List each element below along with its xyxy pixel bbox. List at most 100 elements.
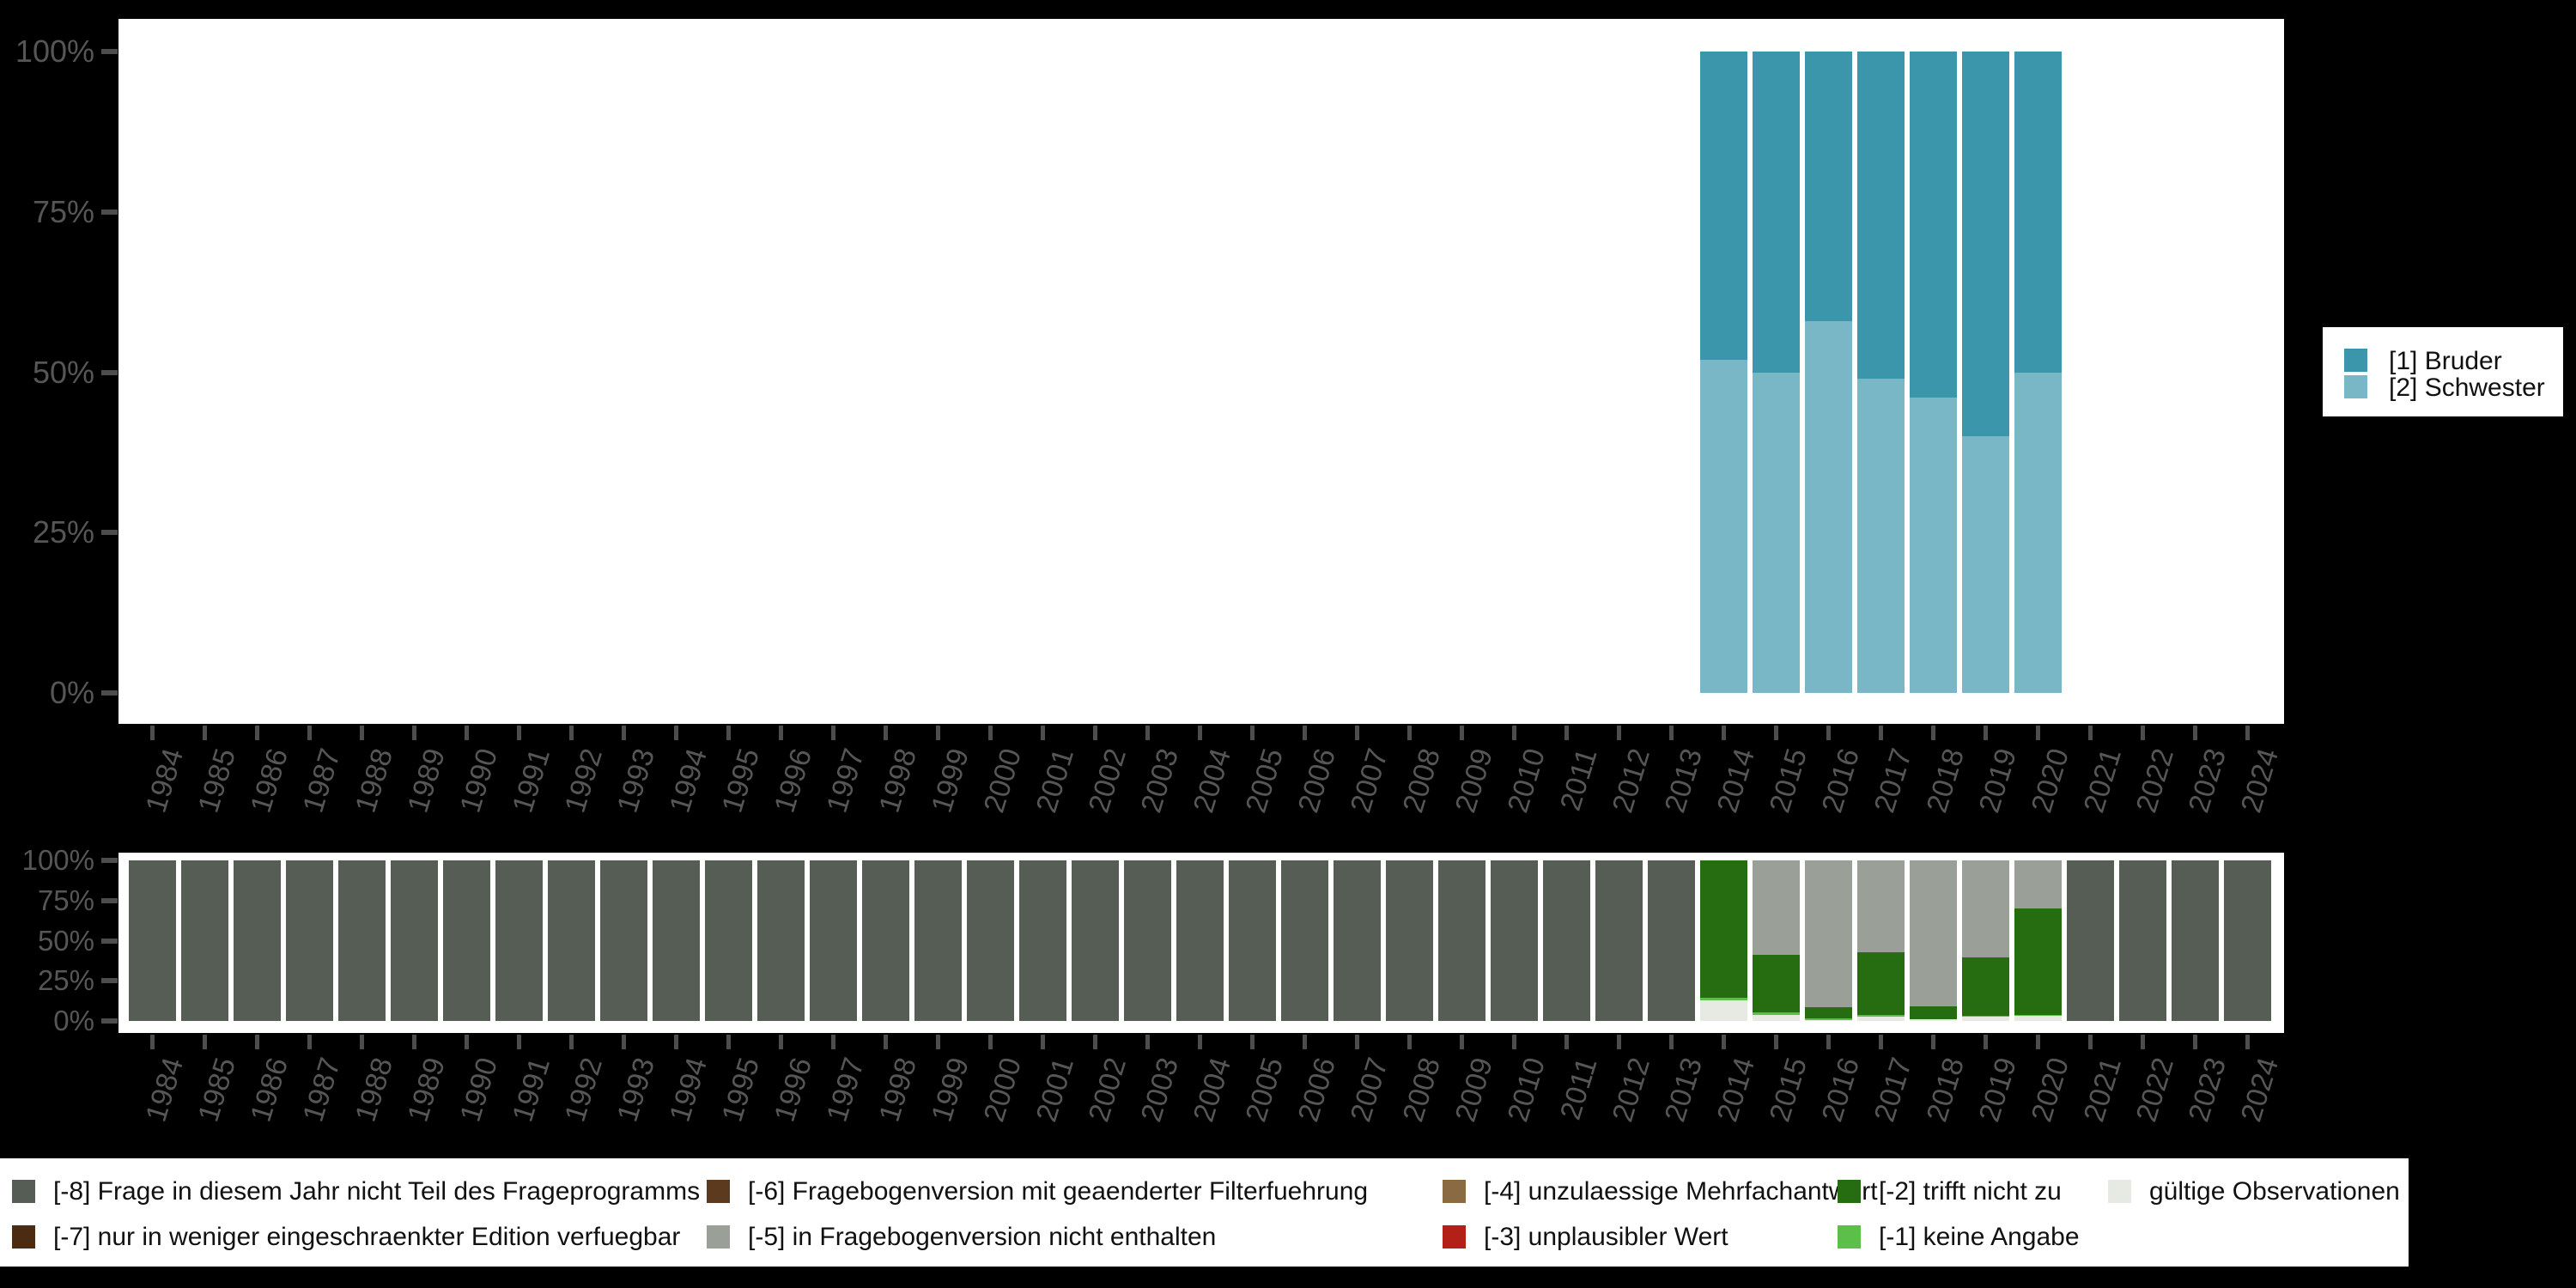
x-tick-label: 1995 (715, 744, 766, 817)
legend-label: [-1] keine Angabe (1879, 1223, 2080, 1251)
x-tick-label: 1985 (191, 744, 242, 817)
legend-label: [-2] trifft nicht zu (1879, 1177, 2062, 1206)
bar-segment (391, 860, 438, 1021)
x-tick-mark (1511, 726, 1516, 740)
x-tick-mark (673, 1035, 678, 1049)
bar-segment (757, 860, 805, 1021)
x-tick-mark (1302, 726, 1307, 740)
x-tick-label: 2001 (1030, 744, 1080, 817)
x-tick-mark (1564, 726, 1569, 740)
x-tick-label: 2006 (1291, 744, 1342, 817)
bar-segment (129, 860, 176, 1021)
x-tick-mark (1826, 726, 1831, 740)
legend-swatch (2344, 349, 2367, 372)
x-tick-label: 2015 (1763, 744, 1814, 817)
x-tick-label: 1988 (349, 1054, 399, 1126)
x-tick-label: 2007 (1344, 1054, 1394, 1126)
x-tick-label: 2023 (2182, 1054, 2233, 1126)
x-tick-mark (2087, 726, 2093, 740)
x-tick-label: 2022 (2129, 744, 2180, 817)
x-tick-label: 1989 (401, 744, 452, 817)
bar-segment (1962, 860, 2009, 958)
x-tick-label: 2012 (1606, 1054, 1656, 1126)
bar-segment (1700, 997, 1747, 1000)
x-tick-mark (1878, 1035, 1883, 1049)
bar-segment (1753, 860, 1800, 956)
x-tick-label: 1997 (820, 1054, 871, 1126)
bar-segment (1910, 1018, 1957, 1021)
x-tick-label: 1992 (558, 744, 609, 817)
y-axis-tick-label: 50% (37, 924, 94, 957)
x-tick-mark (2035, 1035, 2040, 1049)
x-tick-label: 2006 (1291, 1054, 1342, 1126)
bar-segment (286, 860, 333, 1021)
x-tick-label: 1994 (663, 1054, 714, 1126)
x-tick-mark (1197, 726, 1202, 740)
x-tick-label: 2003 (1134, 1054, 1185, 1126)
bar-segment (1753, 1014, 1800, 1021)
bar-segment (2014, 372, 2062, 693)
bar-segment (181, 860, 228, 1021)
x-tick-mark (1668, 726, 1674, 740)
x-tick-label: 2002 (1082, 1054, 1133, 1126)
x-tick-label: 2007 (1344, 744, 1394, 817)
x-tick-mark (987, 726, 993, 740)
x-tick-label: 1986 (244, 1054, 295, 1126)
y-axis-tick-label: 50% (32, 354, 94, 390)
x-tick-label: 2020 (2025, 744, 2075, 817)
bar-segment (1962, 957, 2009, 1017)
y-tick-mark (101, 369, 118, 375)
x-tick-mark (1406, 726, 1412, 740)
x-tick-label: 2018 (1920, 744, 1971, 817)
missing-codes-legend (0, 1158, 2409, 1267)
x-tick-mark (830, 726, 835, 740)
bar-segment (653, 860, 700, 1021)
y-axis-tick-label: 25% (32, 514, 94, 550)
bar-segment (1753, 955, 1800, 1012)
x-tick-label: 1985 (191, 1054, 242, 1126)
y-axis-tick-label: 0% (49, 675, 94, 710)
x-tick-mark (2035, 726, 2040, 740)
legend-label: [-5] in Fragebogenversion nicht enthalte… (748, 1223, 1217, 1251)
x-tick-mark (411, 726, 416, 740)
bar-segment (1124, 860, 1171, 1021)
x-tick-mark (464, 1035, 469, 1049)
x-tick-label: 1991 (506, 1054, 556, 1126)
y-axis-tick-label: 0% (53, 1005, 94, 1036)
y-tick-mark (101, 49, 118, 54)
x-tick-mark (2245, 1035, 2250, 1049)
x-tick-label: 1988 (349, 744, 399, 817)
bar-segment (1805, 1018, 1852, 1021)
bar-segment (2119, 860, 2166, 1021)
series-legend (2323, 327, 2563, 416)
y-axis-tick-label: 25% (37, 964, 94, 997)
x-tick-label: 2003 (1134, 744, 1185, 817)
bar-segment (1019, 860, 1066, 1021)
legend-label: [1] Bruder (2389, 347, 2502, 375)
x-tick-mark (1040, 1035, 1045, 1049)
x-tick-mark (2087, 1035, 2093, 1049)
x-tick-mark (2140, 726, 2145, 740)
bar-segment (810, 860, 857, 1021)
x-tick-label: 1995 (715, 1054, 766, 1126)
x-tick-mark (1145, 1035, 1150, 1049)
bar-segment (1857, 1015, 1905, 1018)
x-tick-label: 2001 (1030, 1054, 1080, 1126)
x-tick-mark (726, 1035, 731, 1049)
bar-segment (1962, 1017, 2009, 1021)
x-tick-label: 1998 (872, 744, 923, 817)
x-tick-mark (411, 1035, 416, 1049)
x-tick-label: 2000 (977, 1054, 1028, 1126)
x-tick-mark (1040, 726, 1045, 740)
bar-segment (967, 860, 1014, 1021)
x-tick-label: 1994 (663, 744, 714, 817)
x-tick-mark (1511, 1035, 1516, 1049)
x-tick-label: 1984 (139, 1054, 190, 1126)
x-tick-label: 1996 (768, 1054, 818, 1126)
x-tick-mark (149, 726, 155, 740)
x-tick-mark (1354, 1035, 1359, 1049)
x-tick-label: 1997 (820, 744, 871, 817)
bar-segment (705, 860, 752, 1021)
x-tick-label: 2012 (1606, 744, 1656, 817)
